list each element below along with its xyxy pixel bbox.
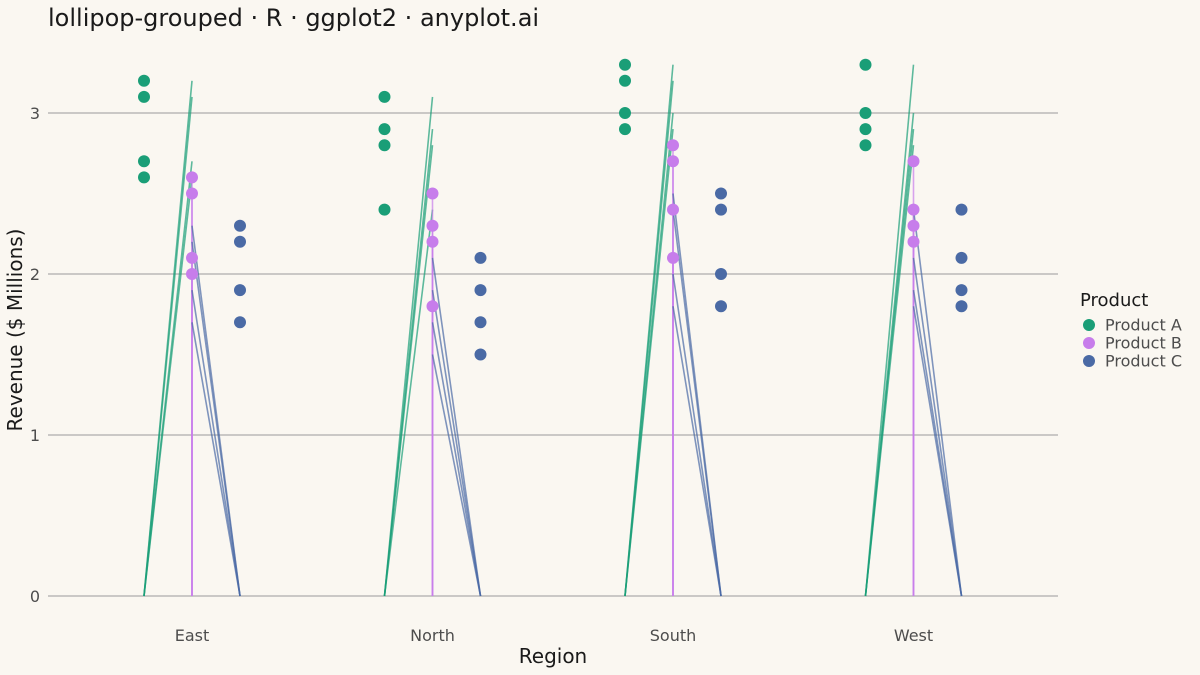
lollipop-stem	[143, 96, 193, 597]
y-tick-label: 3	[30, 104, 40, 123]
lollipop-points	[138, 58, 968, 361]
data-point	[426, 300, 439, 313]
data-point	[619, 107, 631, 119]
x-tick-label: South	[650, 626, 697, 645]
data-point	[667, 155, 679, 168]
data-point	[234, 235, 246, 248]
data-point	[715, 300, 727, 313]
lollipop-stem	[191, 241, 241, 597]
legend-title: Product	[1080, 290, 1148, 311]
legend-key	[1083, 319, 1095, 331]
lollipop-stem	[624, 129, 674, 597]
lollipop-stem	[912, 306, 963, 597]
data-point	[378, 203, 391, 216]
lollipop-stem	[864, 145, 915, 597]
x-tick-label: West	[894, 626, 933, 645]
data-point	[426, 235, 439, 248]
lollipop-stem	[672, 306, 722, 597]
data-point	[138, 74, 150, 87]
y-axis-ticks: 0 1 2 3	[30, 104, 40, 606]
data-point	[859, 107, 872, 119]
data-point	[474, 316, 487, 329]
data-point	[234, 219, 246, 232]
data-point	[138, 90, 150, 103]
data-point	[234, 284, 246, 297]
data-point	[186, 268, 198, 280]
legend-label: Product A	[1105, 316, 1182, 335]
lollipop-stem	[431, 354, 482, 597]
x-tick-label: East	[175, 626, 210, 645]
data-point	[186, 171, 198, 184]
grid	[48, 112, 1058, 597]
lollipop-stems	[143, 64, 963, 597]
chart-title: lollipop-grouped · R · ggplot2 · anyplot…	[48, 4, 539, 32]
data-point	[955, 284, 968, 297]
data-point	[474, 284, 487, 297]
data-point	[859, 58, 872, 71]
data-point	[186, 251, 198, 264]
data-point	[426, 219, 439, 232]
legend-key	[1083, 337, 1095, 349]
data-point	[907, 219, 920, 232]
data-point	[907, 203, 920, 216]
data-point	[907, 155, 920, 168]
x-axis-ticks: East North South West	[175, 626, 933, 645]
data-point	[667, 139, 679, 152]
lollipop-stem	[431, 322, 482, 597]
data-point	[378, 123, 391, 136]
data-point	[378, 139, 391, 152]
lollipop-stem	[912, 209, 963, 597]
data-point	[426, 187, 439, 200]
data-point	[138, 171, 150, 184]
y-tick-label: 0	[30, 587, 40, 606]
y-tick-label: 2	[30, 265, 40, 284]
x-tick-label: North	[410, 626, 455, 645]
y-axis-title: Revenue ($ Millions)	[3, 229, 27, 432]
data-point	[859, 123, 872, 136]
lollipop-stem	[672, 209, 722, 597]
y-tick-label: 1	[30, 426, 40, 445]
data-point	[907, 235, 920, 248]
lollipop-stem	[383, 209, 434, 597]
data-point	[138, 155, 150, 168]
legend-label: Product C	[1105, 352, 1182, 371]
lollipop-stem	[143, 177, 193, 597]
x-axis-title: Region	[519, 644, 587, 668]
lollipop-stem	[431, 257, 482, 597]
data-point	[378, 90, 391, 103]
data-point	[715, 187, 727, 200]
lollipop-stem	[672, 273, 722, 597]
lollipop-stem	[431, 289, 482, 597]
data-point	[619, 123, 631, 136]
data-point	[619, 58, 631, 71]
lollipop-stem	[912, 257, 963, 597]
data-point	[619, 74, 631, 87]
data-point	[955, 203, 968, 216]
data-point	[715, 203, 727, 216]
lollipop-stem	[383, 145, 434, 597]
data-point	[955, 251, 968, 264]
legend-key	[1083, 355, 1095, 367]
lollipop-stem	[191, 289, 241, 597]
data-point	[186, 187, 198, 200]
lollipop-stem	[191, 322, 241, 597]
legend-label: Product B	[1105, 334, 1182, 353]
data-point	[234, 316, 246, 329]
data-point	[859, 139, 872, 152]
data-point	[474, 348, 487, 361]
data-point	[667, 203, 679, 216]
data-point	[667, 251, 679, 264]
data-point	[715, 268, 727, 280]
data-point	[955, 300, 968, 313]
data-point	[474, 251, 487, 264]
